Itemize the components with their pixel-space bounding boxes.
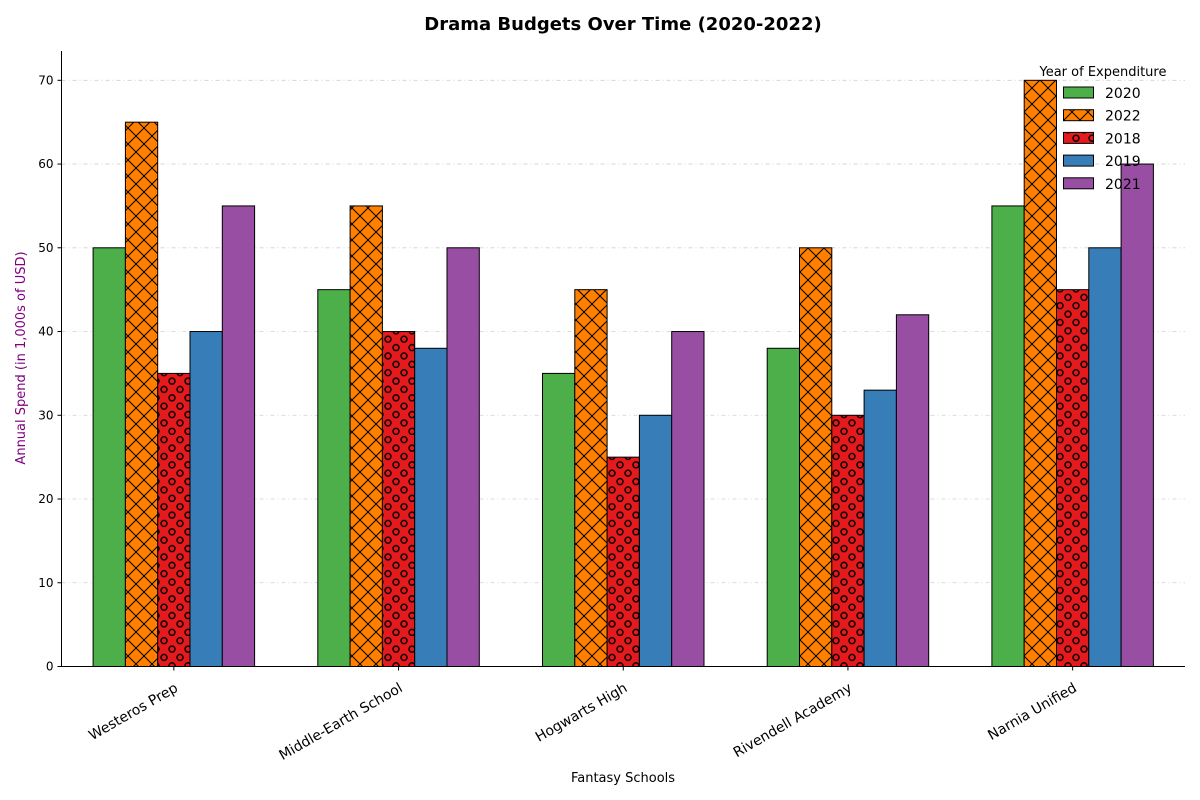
bar-narnia-unified-2021 — [1120, 163, 1154, 667]
bar-fill — [766, 347, 801, 667]
bar-middle-earth-school-2019 — [414, 347, 448, 667]
bar-rivendell-academy-2018 — [831, 414, 865, 667]
legend-swatch — [1063, 154, 1094, 167]
bar-middle-earth-school-2022 — [349, 205, 383, 667]
legend-item-2020: 2020 — [1063, 86, 1141, 102]
legend-item-2018: 2018 — [1063, 131, 1141, 147]
legend-swatch — [1063, 86, 1094, 99]
y-tick-label: 50 — [38, 241, 53, 255]
x-ticks: Westeros Prep Middle-Earth School Hogwarts… — [86, 666, 1080, 764]
x-tick-label-rivendell-academy: Rivendell Academy — [731, 680, 855, 761]
bar-westeros-prep-2019 — [189, 331, 223, 667]
bar-middle-earth-school-2018 — [381, 331, 416, 667]
bar-hatch — [382, 331, 415, 667]
x-tick-label-westeros-prep: Westeros Prep — [86, 680, 181, 744]
bar-fill — [863, 389, 897, 667]
bar-fill — [991, 205, 1025, 667]
bar-hogwarts-high-2019 — [638, 414, 673, 667]
bar-hatch — [157, 373, 190, 667]
bar-narnia-unified-2020 — [991, 205, 1025, 667]
y-tick-label: 10 — [38, 576, 53, 590]
bar-hatch — [574, 289, 608, 667]
bar-hatch — [1024, 80, 1057, 667]
bar-hatch — [350, 205, 383, 667]
legend-swatch-hatch — [1063, 132, 1094, 144]
bar-westeros-prep-2021 — [221, 205, 256, 667]
bar-hogwarts-high-2018 — [606, 456, 640, 668]
bar-fill — [92, 247, 126, 667]
y-tick-label: 70 — [38, 73, 53, 87]
bar-hatch — [125, 122, 158, 667]
bar-narnia-unified-2018 — [1056, 289, 1090, 667]
legend-items: 2020 2022 2018 2019 2021 — [1063, 86, 1141, 193]
bars-layer — [92, 79, 1154, 668]
bar-hogwarts-high-2022 — [574, 289, 608, 667]
bar-fill — [446, 247, 480, 667]
x-tick-label-narnia-unified: Narnia Unified — [985, 680, 1079, 744]
bar-rivendell-academy-2020 — [766, 347, 801, 667]
bar-hatch — [799, 247, 832, 667]
bar-fill — [895, 314, 930, 667]
legend-label: 2019 — [1105, 154, 1141, 170]
bar-fill — [221, 205, 256, 667]
legend-label: 2022 — [1105, 109, 1141, 125]
bar-westeros-prep-2018 — [157, 372, 191, 667]
bar-westeros-prep-2020 — [92, 247, 126, 667]
bar-rivendell-academy-2022 — [799, 247, 833, 667]
bar-westeros-prep-2022 — [124, 121, 159, 667]
bar-hatch — [1056, 289, 1089, 667]
legend-label: 2021 — [1105, 177, 1141, 193]
bar-hogwarts-high-2021 — [671, 331, 705, 667]
legend-item-2022: 2022 — [1063, 109, 1141, 125]
legend: Year of Expenditure 2020 2022 2018 2019 2021 — [1039, 65, 1167, 193]
legend-swatch-hatch — [1063, 109, 1094, 121]
legend-item-2021: 2021 — [1063, 177, 1141, 193]
bar-rivendell-academy-2019 — [863, 389, 897, 667]
y-axis-label: Annual Spend (in 1,000s of USD) — [14, 251, 29, 464]
bar-middle-earth-school-2020 — [317, 289, 351, 667]
bar-fill — [414, 347, 448, 667]
bar-hogwarts-high-2020 — [542, 372, 576, 667]
y-ticks: 0 10 20 30 40 50 60 70 — [38, 73, 62, 674]
y-tick-label: 40 — [38, 325, 53, 339]
legend-item-2019: 2019 — [1063, 154, 1141, 170]
chart-title: Drama Budgets Over Time (2020-2022) — [424, 14, 821, 35]
bar-narnia-unified-2022 — [1023, 79, 1057, 668]
bar-middle-earth-school-2021 — [446, 247, 480, 667]
x-tick-label-hogwarts-high: Hogwarts High — [533, 680, 630, 745]
bar-fill — [638, 414, 673, 667]
bar-fill — [1088, 247, 1122, 667]
legend-label: 2020 — [1105, 86, 1141, 102]
bar-hatch — [831, 415, 865, 667]
x-axis-label: Fantasy Schools — [571, 771, 675, 786]
bar-fill — [317, 289, 351, 667]
bar-hatch — [607, 457, 640, 667]
x-tick-label-middle-earth-school: Middle-Earth School — [276, 680, 405, 764]
y-tick-label: 60 — [38, 157, 53, 171]
bar-fill — [1120, 163, 1154, 667]
bar-fill — [671, 331, 705, 667]
bar-narnia-unified-2019 — [1088, 247, 1122, 667]
bar-fill — [189, 331, 223, 667]
y-tick-label: 20 — [38, 492, 53, 506]
legend-title: Year of Expenditure — [1039, 65, 1167, 80]
y-tick-label: 30 — [38, 408, 53, 422]
legend-swatch — [1063, 177, 1094, 190]
legend-label: 2018 — [1105, 131, 1141, 147]
bar-fill — [542, 372, 576, 667]
bar-rivendell-academy-2021 — [895, 314, 930, 667]
y-tick-label: 0 — [46, 660, 54, 674]
